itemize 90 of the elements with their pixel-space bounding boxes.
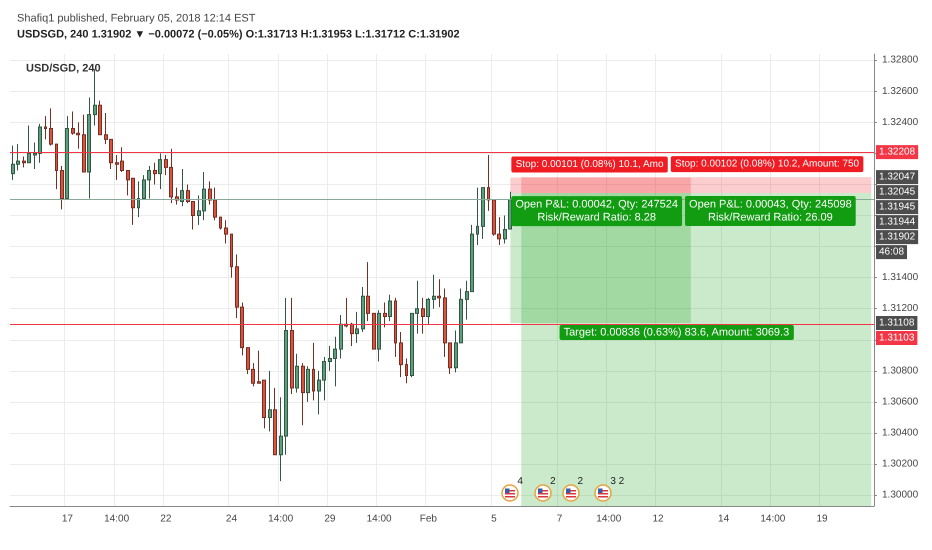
candlestick — [405, 358, 408, 384]
x-tick-label: 29 — [324, 514, 336, 524]
candlestick — [394, 297, 397, 358]
candlestick — [361, 286, 365, 333]
x-tick-label: 14:00 — [760, 514, 786, 524]
candlestick — [158, 152, 162, 190]
candlestick — [312, 342, 315, 401]
x-tick-label: 19 — [816, 514, 828, 524]
candlestick — [230, 234, 233, 278]
ref-line-label: 1.32208 — [879, 146, 916, 158]
candlestick — [60, 165, 64, 210]
x-tick-label: Feb — [420, 514, 438, 524]
y-tick-label: 1.30800 — [882, 365, 919, 376]
candlestick — [268, 370, 272, 432]
annotation: Target: 0.00836 (0.63%) 83.6, Amount: 3069.3 — [564, 326, 790, 339]
y-tick-label: 1.30000 — [882, 490, 919, 501]
x-tick-label: 14:00 — [366, 514, 392, 524]
candlestick — [180, 168, 184, 207]
x-tick-label: 5 — [491, 514, 498, 524]
x-tick-label: 17 — [62, 514, 74, 524]
band-label: Open P&L: 0.00042, Qty: 247524 Risk/Reward Ratio: 8.28 — [515, 198, 678, 224]
annotation: 4 — [517, 476, 523, 487]
candlestick — [344, 297, 348, 328]
y-tick-label: 1.32400 — [882, 116, 919, 128]
candlestick — [65, 116, 69, 199]
x-tick-label: 14:00 — [596, 514, 622, 524]
candlestick — [301, 362, 305, 426]
y-tick-label: 1.32600 — [882, 86, 919, 97]
candlestick — [383, 302, 387, 328]
x-tick-label: 24 — [226, 514, 238, 524]
x-tick-label: 12 — [652, 514, 664, 524]
candlestick — [306, 366, 310, 402]
candlestick — [388, 294, 392, 322]
text: 1.31945 — [879, 202, 916, 213]
chart-subtitle: USDSGD, 240 1.31902 ▼ −0.00072 (−0.05%) O:1.31713 H:1.31953 L:1.31712 C:1.31902 — [17, 28, 460, 40]
candlestick — [137, 180, 140, 218]
candlestick — [487, 154, 490, 212]
y-tick-label: 1.30600 — [882, 396, 919, 408]
y-tick-label: 1.30200 — [882, 458, 919, 470]
band-label: Stop: 0.00102 (0.08%) 10.2, Amount: 750 — [675, 158, 860, 170]
candlestick — [153, 162, 157, 185]
candlestick — [27, 124, 31, 164]
annotation: 3 2 — [610, 476, 624, 487]
candlestick — [98, 100, 102, 136]
candlestick — [290, 297, 294, 395]
y-tick-label: 1.30400 — [882, 427, 919, 438]
candlestick — [377, 310, 381, 362]
candlestick — [372, 312, 376, 350]
candlestick — [22, 156, 26, 168]
candlestick — [55, 144, 58, 190]
candlestick — [350, 322, 354, 347]
chart-title: Shafiq1 published, February 05, 2018 12:14 EST — [17, 12, 256, 24]
text: 1.31902 — [879, 232, 916, 243]
candlestick — [87, 96, 91, 199]
candlestick — [82, 114, 86, 173]
candlestick — [49, 108, 53, 146]
text: 1.32045 — [879, 186, 916, 198]
annotation: 1.32047 — [879, 172, 916, 183]
candlestick — [426, 297, 430, 325]
y-tick-label: 1.31200 — [882, 303, 919, 314]
x-tick-label: 7 — [556, 514, 563, 524]
y-tick-label: 1.31400 — [882, 272, 919, 284]
candlestick — [339, 314, 343, 359]
annotation: 1.31108 — [879, 318, 915, 329]
annotation: 2 — [550, 476, 556, 487]
candlestick — [366, 262, 370, 322]
x-tick-label: 14:00 — [104, 514, 130, 524]
x-tick-label: 14:00 — [268, 514, 294, 524]
candlestick — [437, 278, 441, 308]
band-label: Open P&L: 0.00043, Qty: 245098 Risk/Reward Ratio: 26.09 — [689, 198, 852, 224]
x-tick-label: 22 — [160, 514, 172, 524]
candlestick — [355, 311, 359, 344]
candlestick — [421, 297, 425, 334]
y-tick-label: 1.32800 — [882, 54, 919, 66]
candlestick — [399, 332, 403, 378]
candlestick — [481, 187, 485, 240]
candlestick — [273, 387, 277, 456]
text: 1.31944 — [879, 216, 916, 228]
x-tick-label: 14 — [718, 514, 730, 524]
candlestick — [219, 216, 222, 230]
candlestick — [44, 116, 47, 140]
candlestick — [224, 220, 228, 244]
band-label: Stop: 0.00101 (0.08%) 10.1, Amo — [516, 158, 664, 170]
annotation: 2 — [578, 476, 584, 487]
ref-line-label: 1.31103 — [879, 332, 915, 344]
candlestick — [432, 274, 436, 310]
text: USD/SGD, 240 — [26, 62, 101, 74]
text: 46:08 — [879, 246, 904, 258]
candlestick — [476, 187, 479, 246]
candlestick — [295, 353, 299, 394]
